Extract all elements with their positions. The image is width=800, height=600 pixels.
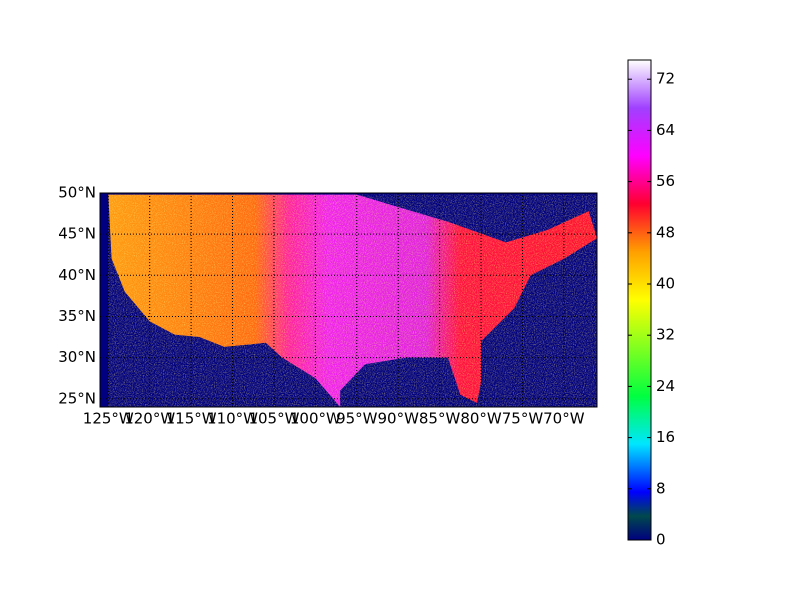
colorbar-label: 40: [656, 275, 675, 293]
lon-label: 100°W: [290, 410, 341, 428]
lon-label: 125°W: [83, 410, 134, 428]
colorbar-label: 64: [656, 121, 675, 139]
map-frame: [99, 192, 598, 408]
lon-label: 105°W: [248, 410, 299, 428]
lat-label: 35°N: [58, 307, 96, 325]
lon-label: 110°W: [207, 410, 258, 428]
colorbar-label: 56: [656, 172, 675, 190]
colorbar-label: 72: [656, 70, 675, 88]
lon-label: 115°W: [166, 410, 217, 428]
colorbar-label: 48: [656, 223, 675, 241]
colorbar-label: 8: [656, 479, 666, 497]
colorbar: [627, 59, 652, 541]
lon-label: 75°W: [502, 410, 544, 428]
lon-label: 85°W: [419, 410, 461, 428]
lat-label: 50°N: [58, 184, 96, 202]
lon-label: 80°W: [460, 410, 502, 428]
lat-label: 25°N: [58, 389, 96, 407]
lon-label: 95°W: [336, 410, 378, 428]
colorbar-label: 16: [656, 428, 675, 446]
lat-label: 30°N: [58, 348, 96, 366]
lon-label: 70°W: [543, 410, 585, 428]
lat-label: 40°N: [58, 266, 96, 284]
lon-label: 120°W: [124, 410, 175, 428]
land-speckle: [108, 194, 597, 407]
colorbar-label: 0: [656, 531, 666, 549]
land: [108, 194, 597, 407]
colorbar-label: 24: [656, 377, 675, 395]
colorbar-label: 32: [656, 326, 675, 344]
lon-label: 90°W: [377, 410, 419, 428]
lat-label: 45°N: [58, 225, 96, 243]
